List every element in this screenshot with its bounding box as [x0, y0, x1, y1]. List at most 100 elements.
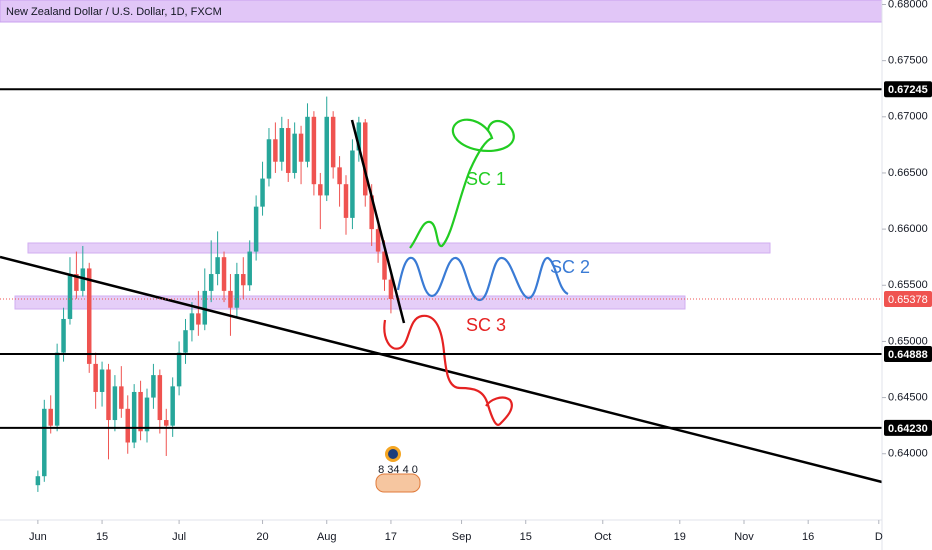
- x-tick-label: 15: [520, 531, 532, 543]
- zone: [27, 242, 771, 254]
- drawings: 8 34 4 0 SC 1 SC 2 SC 3: [0, 88, 883, 493]
- candle-body: [131, 391, 137, 443]
- y-tick-label: 0.67500: [888, 55, 928, 67]
- candle-body: [375, 229, 381, 252]
- candle-body: [305, 116, 310, 162]
- candle-body: [196, 313, 201, 325]
- y-tick-label: 0.68000: [888, 0, 928, 10]
- plot-area: [0, 0, 883, 310]
- candle-body: [215, 257, 220, 275]
- event-icon: [388, 449, 398, 459]
- candle-body: [93, 363, 98, 392]
- candle-body: [208, 274, 214, 291]
- candle-body: [138, 391, 143, 432]
- y-tick-label: 0.64000: [888, 448, 928, 460]
- candle-body: [247, 251, 252, 286]
- zone: [14, 295, 686, 310]
- candle-body: [279, 128, 285, 162]
- candle-body: [266, 139, 272, 179]
- candle-body: [112, 386, 118, 421]
- candle-body: [144, 397, 150, 432]
- y-tick-label: 0.67000: [888, 111, 928, 123]
- candle-body: [125, 408, 130, 443]
- candle-body: [292, 133, 297, 173]
- candle-body: [202, 290, 208, 325]
- x-tick-label: Jul: [172, 531, 186, 543]
- annotation: SC 3: [466, 315, 506, 335]
- annotation: SC 1: [466, 169, 506, 189]
- candle-body: [350, 150, 355, 218]
- candle-body: [157, 375, 163, 421]
- candle-body: [106, 369, 111, 421]
- x-tick-label: 19: [674, 531, 686, 543]
- last-price-label: 0.65378: [888, 294, 928, 306]
- candle-body: [324, 116, 329, 196]
- level-tag: [884, 81, 932, 98]
- candle-body: [48, 408, 53, 426]
- candle-body: [253, 206, 259, 252]
- level-label: 0.64230: [888, 423, 928, 435]
- level-label: 0.67245: [888, 84, 928, 96]
- event-icon: [375, 473, 421, 493]
- x-tick-label: 16: [802, 531, 814, 543]
- candle-body: [311, 116, 317, 185]
- x-tick-label: Oct: [594, 531, 611, 543]
- candle-body: [61, 318, 66, 353]
- candle-body: [318, 184, 323, 196]
- y-tick-label: 0.66000: [888, 223, 928, 235]
- annotation: SC 2: [550, 257, 590, 277]
- candle-body: [388, 279, 394, 299]
- candle-body: [260, 178, 265, 207]
- candle-body: [369, 195, 374, 230]
- badge-text: 8 34 4 0: [378, 464, 418, 476]
- trend-line: [0, 255, 883, 484]
- candle-body: [189, 313, 195, 331]
- x-tick-label: Nov: [734, 531, 754, 543]
- candle-body: [298, 133, 304, 162]
- candle-body: [382, 251, 387, 280]
- candle-body: [241, 274, 246, 286]
- candle-body: [285, 128, 291, 173]
- candle-body: [151, 375, 156, 398]
- candle-body: [99, 369, 105, 392]
- candle-body: [273, 139, 278, 162]
- x-tick-label: Aug: [317, 531, 337, 543]
- candle-body: [119, 386, 124, 409]
- last-price-tag: [884, 290, 932, 307]
- level-tag: [884, 346, 932, 363]
- candle-body: [74, 274, 79, 291]
- scenario-path: [396, 256, 569, 302]
- candle-body: [170, 386, 175, 426]
- x-tick-label: 15: [96, 531, 108, 543]
- candle-body: [356, 122, 362, 151]
- candle-body: [35, 476, 41, 486]
- candle-body: [337, 167, 342, 185]
- candle-body: [234, 274, 240, 308]
- y-tick-label: 0.65000: [888, 335, 928, 347]
- candle-body: [42, 408, 47, 477]
- candle-body: [54, 352, 60, 426]
- candle-body: [228, 290, 233, 308]
- candle-body: [86, 268, 92, 364]
- candle-body: [80, 268, 86, 291]
- chart-title: New Zealand Dollar / U.S. Dollar, 1D, FX…: [6, 6, 222, 18]
- trend-line: [350, 119, 406, 324]
- y-tick-label: 0.64500: [888, 391, 928, 403]
- candle-body: [330, 116, 336, 168]
- scenario-path: [383, 314, 513, 426]
- scenario-path: [409, 118, 515, 249]
- x-tick-label: 20: [256, 531, 268, 543]
- candle-body: [343, 184, 349, 218]
- candle-body: [221, 257, 227, 291]
- y-tick-label: 0.65500: [888, 279, 928, 291]
- level-tag: [884, 419, 932, 436]
- x-tick-label: Jun: [29, 531, 47, 543]
- candle-body: [67, 274, 73, 319]
- x-tick-label: D: [875, 531, 883, 543]
- level-label: 0.64888: [888, 349, 928, 361]
- x-tick-label: Sep: [452, 531, 472, 543]
- x-tick-label: 17: [385, 531, 397, 543]
- candle-body: [363, 122, 368, 196]
